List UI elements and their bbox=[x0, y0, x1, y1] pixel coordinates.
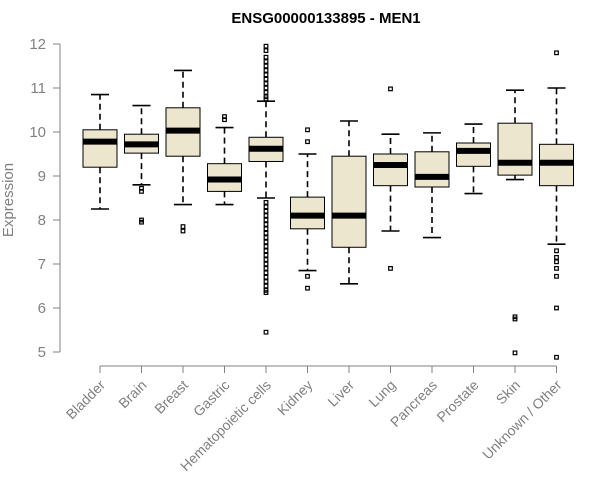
box-group bbox=[248, 43, 284, 335]
outlier-point bbox=[263, 85, 269, 91]
outlier-point bbox=[180, 224, 186, 230]
y-tick-label: 8 bbox=[38, 212, 46, 229]
y-tick-label: 7 bbox=[38, 256, 46, 273]
x-tick-label: Prostate bbox=[433, 377, 481, 425]
outlier-point bbox=[263, 252, 269, 258]
outlier-point bbox=[554, 305, 559, 311]
outlier-point bbox=[512, 316, 518, 322]
outlier-point bbox=[263, 261, 269, 267]
y-axis: 5 6 7 8 9 10 11 12 bbox=[29, 36, 61, 361]
outlier-point bbox=[263, 230, 269, 236]
outlier-point bbox=[263, 72, 269, 78]
outlier-point bbox=[263, 213, 269, 219]
outlier-point bbox=[263, 235, 269, 241]
y-tick-label: 10 bbox=[29, 124, 46, 141]
outlier-point bbox=[263, 222, 269, 227]
outlier-point bbox=[512, 350, 518, 356]
outlier-point bbox=[263, 81, 269, 87]
outlier-point bbox=[263, 59, 269, 64]
x-tick-label: Breast bbox=[151, 377, 191, 417]
outlier-point bbox=[263, 76, 269, 82]
outlier-point bbox=[263, 63, 269, 69]
outlier-point bbox=[263, 54, 269, 60]
iqr-box bbox=[331, 155, 367, 248]
outlier-point bbox=[554, 255, 559, 260]
y-tick-label: 11 bbox=[30, 80, 46, 97]
outlier-point bbox=[263, 266, 269, 271]
outlier-point bbox=[222, 117, 227, 123]
outlier-point bbox=[139, 219, 144, 225]
iqr-box bbox=[497, 122, 533, 176]
box-group bbox=[414, 132, 450, 239]
x-tick-label: Bladder bbox=[63, 377, 109, 423]
outlier-point bbox=[263, 257, 269, 262]
outlier-point bbox=[263, 244, 269, 249]
outlier-point bbox=[554, 248, 559, 254]
box-group bbox=[539, 50, 574, 360]
outlier-point bbox=[263, 89, 269, 95]
outlier-point bbox=[388, 266, 393, 271]
outlier-point bbox=[263, 208, 269, 214]
chart-title: ENSG00000133895 - MEN1 bbox=[231, 10, 420, 27]
outlier-point bbox=[180, 228, 186, 234]
outlier-point bbox=[263, 290, 269, 295]
x-tick-label: Brain bbox=[115, 377, 149, 411]
outlier-point bbox=[263, 226, 269, 232]
x-tick-label: Skin bbox=[493, 377, 524, 408]
outlier-point bbox=[263, 279, 269, 284]
iqr-box bbox=[82, 129, 118, 168]
y-tick-label: 9 bbox=[38, 168, 46, 185]
y-tick-label: 12 bbox=[29, 36, 46, 53]
outlier-point bbox=[263, 67, 269, 73]
box-group bbox=[456, 123, 491, 195]
outlier-point bbox=[263, 239, 269, 245]
box-group bbox=[497, 89, 533, 356]
outlier-point bbox=[263, 270, 269, 276]
outlier-point bbox=[388, 86, 393, 92]
iqr-box bbox=[414, 151, 450, 188]
iqr-box bbox=[456, 142, 491, 167]
x-tick-label: Kidney bbox=[274, 377, 316, 419]
x-tick-label: Lung bbox=[365, 377, 398, 410]
outlier-point bbox=[263, 48, 269, 53]
y-tick-label: 6 bbox=[38, 300, 46, 317]
box-group bbox=[290, 127, 325, 291]
outlier-point bbox=[305, 139, 310, 145]
y-tick-label: 5 bbox=[38, 344, 46, 361]
outlier-point bbox=[554, 259, 559, 265]
outlier-point bbox=[305, 285, 310, 291]
outlier-point bbox=[263, 274, 269, 280]
outlier-point bbox=[554, 266, 559, 271]
outlier-point bbox=[263, 200, 269, 205]
outlier-point bbox=[263, 217, 269, 223]
x-tick-label: Liver bbox=[324, 377, 357, 410]
outlier-point bbox=[139, 185, 144, 191]
box-group bbox=[207, 114, 242, 206]
outlier-point bbox=[263, 96, 269, 102]
outlier-point bbox=[263, 329, 269, 335]
box-group bbox=[82, 93, 118, 210]
outlier-point bbox=[263, 283, 269, 289]
outlier-point bbox=[263, 248, 269, 254]
outlier-point bbox=[554, 273, 559, 279]
outlier-point bbox=[263, 204, 269, 210]
box-group bbox=[165, 69, 201, 234]
box-group bbox=[124, 104, 159, 225]
box-series bbox=[82, 43, 574, 360]
outlier-point bbox=[305, 127, 310, 133]
outlier-point bbox=[305, 273, 310, 279]
y-axis-label: Expression bbox=[0, 163, 17, 237]
box-group bbox=[373, 86, 408, 271]
x-tick-label: Unknown / Other bbox=[479, 377, 565, 463]
box-group bbox=[331, 120, 367, 285]
outlier-point bbox=[554, 50, 559, 56]
iqr-box bbox=[373, 153, 408, 187]
outlier-point bbox=[263, 43, 269, 49]
outlier-point bbox=[554, 354, 559, 360]
